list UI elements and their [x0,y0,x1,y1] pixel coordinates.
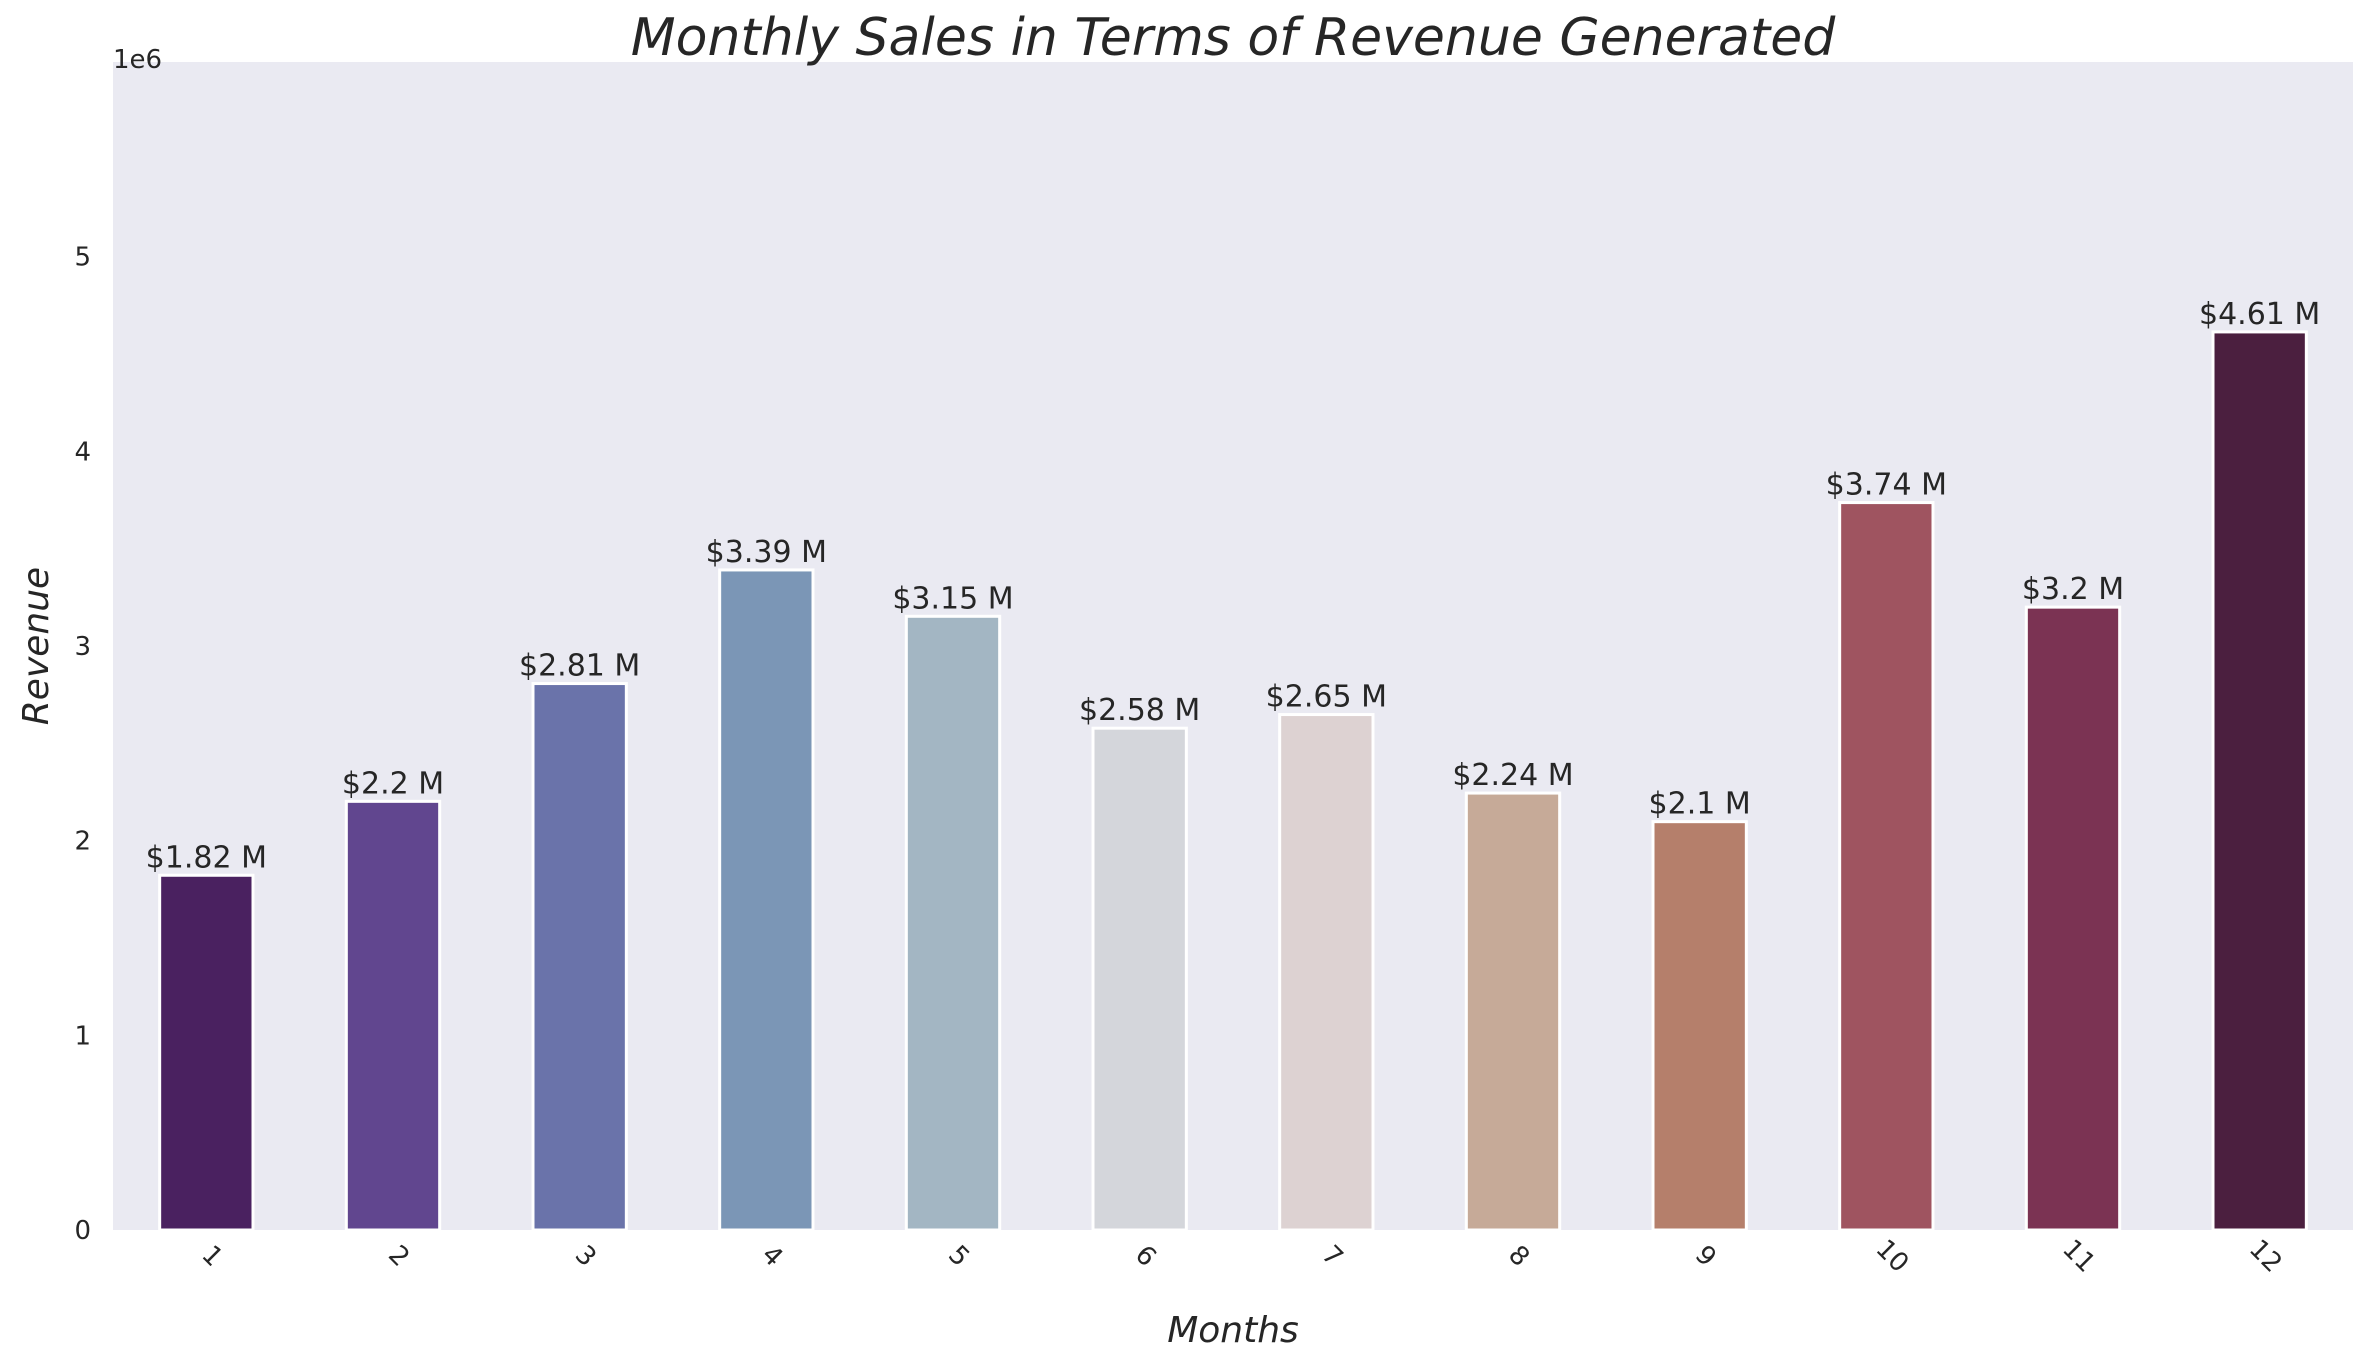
x-ticks: 1 2 3 4 5 6 7 8 9 10 11 12 [196,1234,2288,1279]
x-tick-label: 8 [1502,1240,1535,1273]
y-tick-label: 5 [74,243,91,273]
bar [718,568,815,1232]
bar [344,799,442,1232]
x-tick-label: 5 [942,1240,975,1273]
y-tick-label: 3 [74,632,91,662]
x-tick-label: 9 [1689,1240,1722,1273]
plot-area [113,62,2353,1230]
chart-title: Monthly Sales in Terms of Revenue Genera… [631,8,1836,68]
bar [158,873,255,1232]
bar [1651,820,1748,1232]
bar [1278,713,1375,1232]
bar-value-label: $2.24 M [1452,758,1573,793]
bar-value-label: $2.2 M [342,766,444,801]
y-tick-label: 0 [74,1216,91,1246]
y-offset-label: 1e6 [113,45,162,75]
bar-value-label: $3.15 M [892,581,1013,616]
x-tick-label: 2 [382,1240,415,1273]
y-tick-label: 2 [74,827,91,857]
bar-labels: $1.82 M $2.2 M $2.81 M $3.39 M $3.15 M $2.58 … [146,297,2321,875]
x-tick-label: 7 [1316,1240,1349,1273]
bar [2211,330,2308,1232]
bar-value-label: $3.39 M [706,535,827,570]
y-tick-label: 1 [74,1021,91,1051]
bar-value-label: $2.58 M [1079,693,1200,728]
y-axis-label: Revenue [16,567,57,725]
x-tick-label: 12 [2243,1234,2288,1279]
x-tick-label: 10 [1870,1234,1915,1279]
bar-value-label: $4.61 M [2199,297,2320,332]
bar-value-label: $2.65 M [1266,680,1387,715]
bar-value-label: $2.81 M [519,649,640,684]
x-tick-label: 11 [2056,1234,2101,1279]
x-axis-label: Months [1167,1310,1299,1351]
bar [531,682,628,1232]
bar [904,614,1002,1232]
bar [1464,791,1562,1232]
y-ticks: 0 1 2 3 4 5 [74,243,91,1246]
x-tick-label: 1 [196,1240,229,1273]
x-tick-label: 3 [569,1240,602,1273]
bar [1091,726,1188,1232]
x-tick-label: 4 [756,1240,789,1273]
bar-value-label: $1.82 M [146,840,267,875]
bar-value-label: $3.74 M [1826,468,1947,503]
y-tick-label: 4 [74,437,91,467]
bars [158,330,2308,1232]
bar-value-label: $3.2 M [2022,572,2124,607]
x-tick-label: 6 [1129,1240,1162,1273]
bar [2024,605,2122,1232]
bar [1838,501,1935,1232]
bar-value-label: $2.1 M [1649,787,1751,822]
